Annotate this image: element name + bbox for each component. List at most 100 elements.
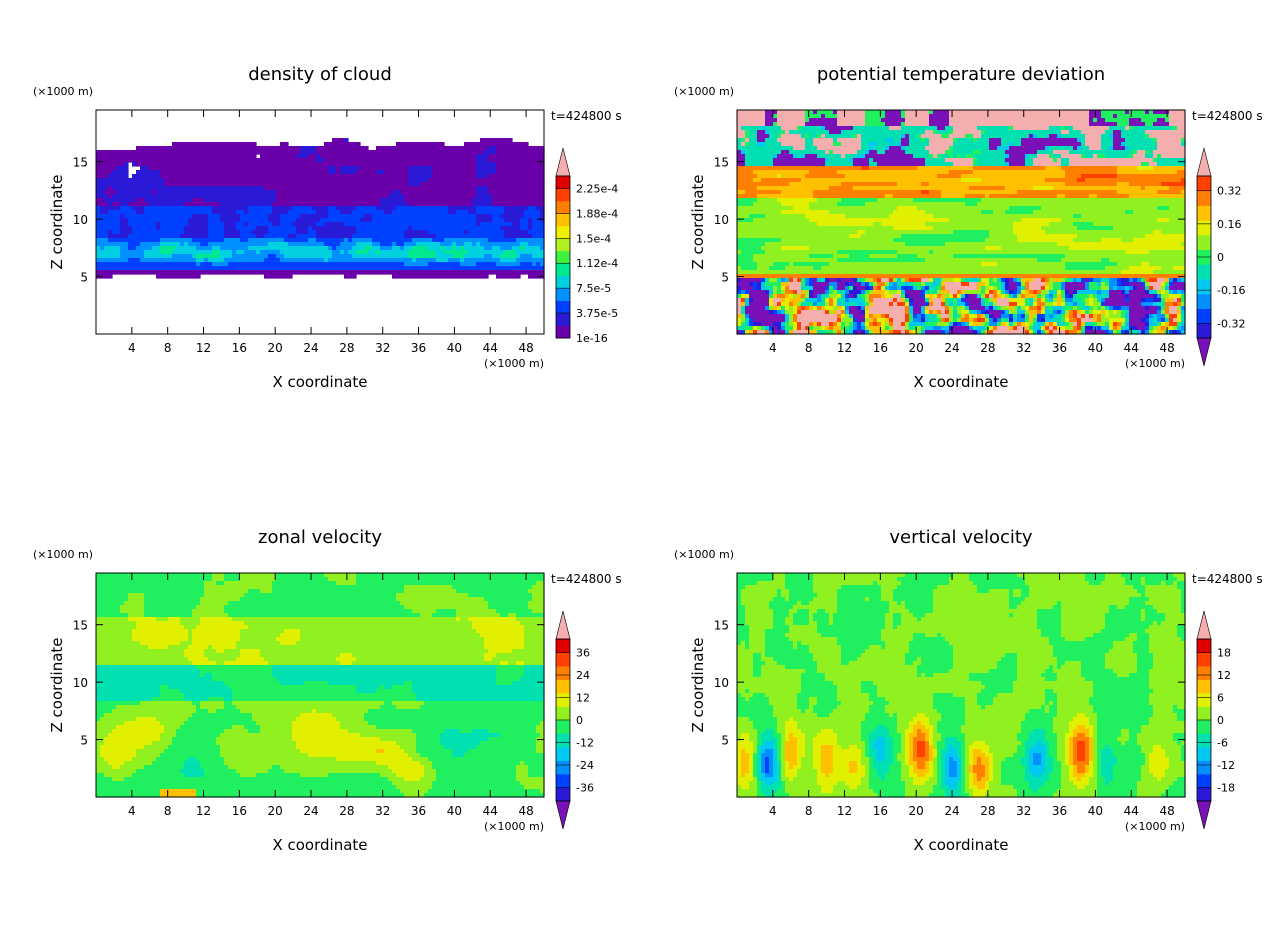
- heatmap-cell: [492, 146, 497, 151]
- heatmap-cell: [152, 162, 157, 167]
- heatmap-cell: [340, 206, 345, 211]
- heatmap-cell: [480, 210, 485, 215]
- heatmap-cell: [456, 154, 461, 159]
- heatmap-cell: [256, 150, 261, 155]
- heatmap-cell: [392, 214, 397, 219]
- heatmap-cell: [344, 150, 349, 155]
- heatmap-cell: [476, 218, 481, 223]
- heatmap-cell: [456, 146, 461, 151]
- heatmap-cell: [336, 174, 341, 179]
- heatmap-cell: [372, 202, 377, 207]
- heatmap-cell: [400, 162, 405, 167]
- heatmap-cell: [184, 190, 189, 195]
- heatmap-cell: [528, 214, 533, 219]
- heatmap-cell: [300, 186, 305, 191]
- heatmap-cell: [464, 182, 469, 187]
- heatmap-cell: [152, 154, 157, 159]
- heatmap-cell: [376, 218, 381, 223]
- heatmap-cell: [112, 170, 117, 175]
- heatmap-cell: [100, 222, 105, 227]
- heatmap-cell: [132, 226, 137, 231]
- heatmap-cell: [352, 146, 357, 151]
- heatmap-cell: [468, 222, 473, 227]
- heatmap-cell: [376, 206, 381, 211]
- heatmap-cell: [260, 190, 265, 195]
- heatmap-cell: [520, 170, 525, 175]
- heatmap-cell: [264, 222, 269, 227]
- heatmap-cell: [320, 174, 325, 179]
- heatmap-cell: [240, 230, 245, 235]
- heatmap-cell: [460, 218, 465, 223]
- heatmap-cell: [276, 194, 281, 199]
- heatmap-cell: [376, 210, 381, 215]
- heatmap-cell: [244, 178, 249, 183]
- heatmap-cell: [128, 222, 133, 227]
- heatmap-cell: [296, 150, 301, 155]
- heatmap-cell: [196, 230, 201, 235]
- heatmap-cell: [260, 230, 265, 235]
- heatmap-cell: [128, 158, 133, 163]
- heatmap-cell: [256, 202, 261, 207]
- heatmap-cell: [356, 182, 361, 187]
- heatmap-cell: [280, 206, 285, 211]
- heatmap-cell: [260, 218, 265, 223]
- heatmap-cell: [228, 194, 233, 199]
- heatmap-cell: [392, 178, 397, 183]
- heatmap-cell: [136, 178, 141, 183]
- heatmap-cell: [180, 226, 185, 231]
- heatmap-cell: [120, 238, 125, 243]
- heatmap-cell: [168, 230, 173, 235]
- heatmap-cell: [160, 162, 165, 167]
- heatmap-cell: [204, 218, 209, 223]
- heatmap-cell: [180, 198, 185, 203]
- heatmap-cell: [532, 186, 537, 191]
- heatmap-cell: [532, 162, 537, 167]
- heatmap-cell: [176, 142, 181, 147]
- heatmap-cell: [484, 206, 489, 211]
- heatmap-cell: [128, 150, 133, 155]
- heatmap-cell: [176, 230, 181, 235]
- heatmap-cell: [420, 146, 425, 151]
- heatmap-cell: [204, 190, 209, 195]
- heatmap-cell: [368, 202, 373, 207]
- heatmap-cell: [216, 238, 221, 243]
- heatmap-cell: [428, 146, 433, 151]
- heatmap-cell: [360, 194, 365, 199]
- heatmap-cell: [360, 226, 365, 231]
- heatmap-cell: [268, 162, 273, 167]
- heatmap-cell: [456, 166, 461, 171]
- heatmap-cell: [208, 174, 213, 179]
- heatmap-cell: [464, 178, 469, 183]
- heatmap-cell: [480, 186, 485, 191]
- heatmap-cell: [208, 154, 213, 159]
- heatmap-cell: [100, 226, 105, 231]
- heatmap-cell: [220, 222, 225, 227]
- heatmap-cell: [380, 202, 385, 207]
- heatmap-cell: [360, 158, 365, 163]
- heatmap-cell: [444, 238, 449, 243]
- heatmap-cell: [144, 202, 149, 207]
- heatmap-cell: [268, 194, 273, 199]
- heatmap-cell: [492, 174, 497, 179]
- heatmap-cell: [368, 150, 373, 155]
- heatmap-cell: [364, 150, 369, 155]
- heatmap-cell: [464, 174, 469, 179]
- heatmap-cell: [204, 238, 209, 243]
- heatmap-cell: [176, 222, 181, 227]
- heatmap-cell: [288, 158, 293, 163]
- heatmap-cell: [200, 190, 205, 195]
- heatmap-cell: [364, 158, 369, 163]
- heatmap-cell: [472, 182, 477, 187]
- heatmap-cell: [460, 170, 465, 175]
- heatmap-cell: [148, 162, 153, 167]
- heatmap-cell: [284, 162, 289, 167]
- heatmap-cell: [140, 170, 145, 175]
- heatmap-cell: [120, 186, 125, 191]
- heatmap-cell: [144, 154, 149, 159]
- heatmap-cell: [152, 190, 157, 195]
- heatmap-cell: [204, 186, 209, 191]
- heatmap-cell: [352, 222, 357, 227]
- heatmap-cell: [104, 238, 109, 243]
- heatmap-cell: [508, 158, 513, 163]
- heatmap-cell: [372, 210, 377, 215]
